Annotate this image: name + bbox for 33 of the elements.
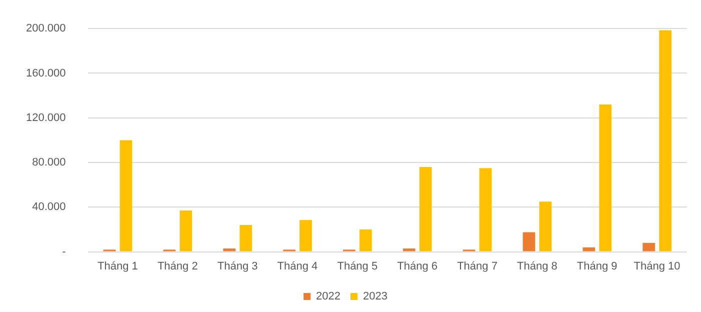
legend-label: 2023 — [363, 290, 388, 303]
x-tick-label: Tháng 1 — [98, 260, 138, 272]
bar — [402, 248, 416, 252]
bar — [180, 210, 192, 252]
y-tick-label: 160.000 — [26, 67, 66, 80]
legend-label: 2022 — [316, 290, 341, 303]
y-tick-label: 40.000 — [32, 201, 66, 214]
x-tick-label: Tháng 6 — [397, 260, 438, 272]
y-tick-label: 200.000 — [26, 22, 66, 35]
bar — [642, 242, 655, 252]
x-tick-label: Tháng 7 — [457, 260, 498, 272]
bar — [599, 104, 612, 252]
bar — [359, 229, 372, 252]
x-tick-label: Tháng 2 — [157, 260, 198, 272]
x-tick-label: Tháng 9 — [576, 260, 618, 272]
y-tick-label: 80.000 — [32, 156, 66, 169]
y-tick-label: 120.000 — [26, 112, 66, 124]
bar — [522, 232, 536, 252]
bar — [479, 168, 492, 252]
x-tick-label: Tháng 3 — [217, 260, 258, 272]
y-tick-label: - — [62, 246, 66, 258]
bar — [240, 225, 252, 252]
x-tick-label: Tháng 8 — [517, 260, 558, 272]
bar — [582, 247, 596, 252]
x-tick-label: Tháng 5 — [337, 260, 378, 272]
bar — [419, 166, 432, 252]
x-tick-label: Tháng 4 — [277, 260, 318, 272]
bar — [659, 30, 672, 252]
bar — [223, 248, 236, 252]
x-tick-label: Tháng 10 — [634, 260, 680, 272]
bar — [300, 220, 312, 252]
bar — [539, 202, 552, 252]
bar — [120, 140, 132, 252]
